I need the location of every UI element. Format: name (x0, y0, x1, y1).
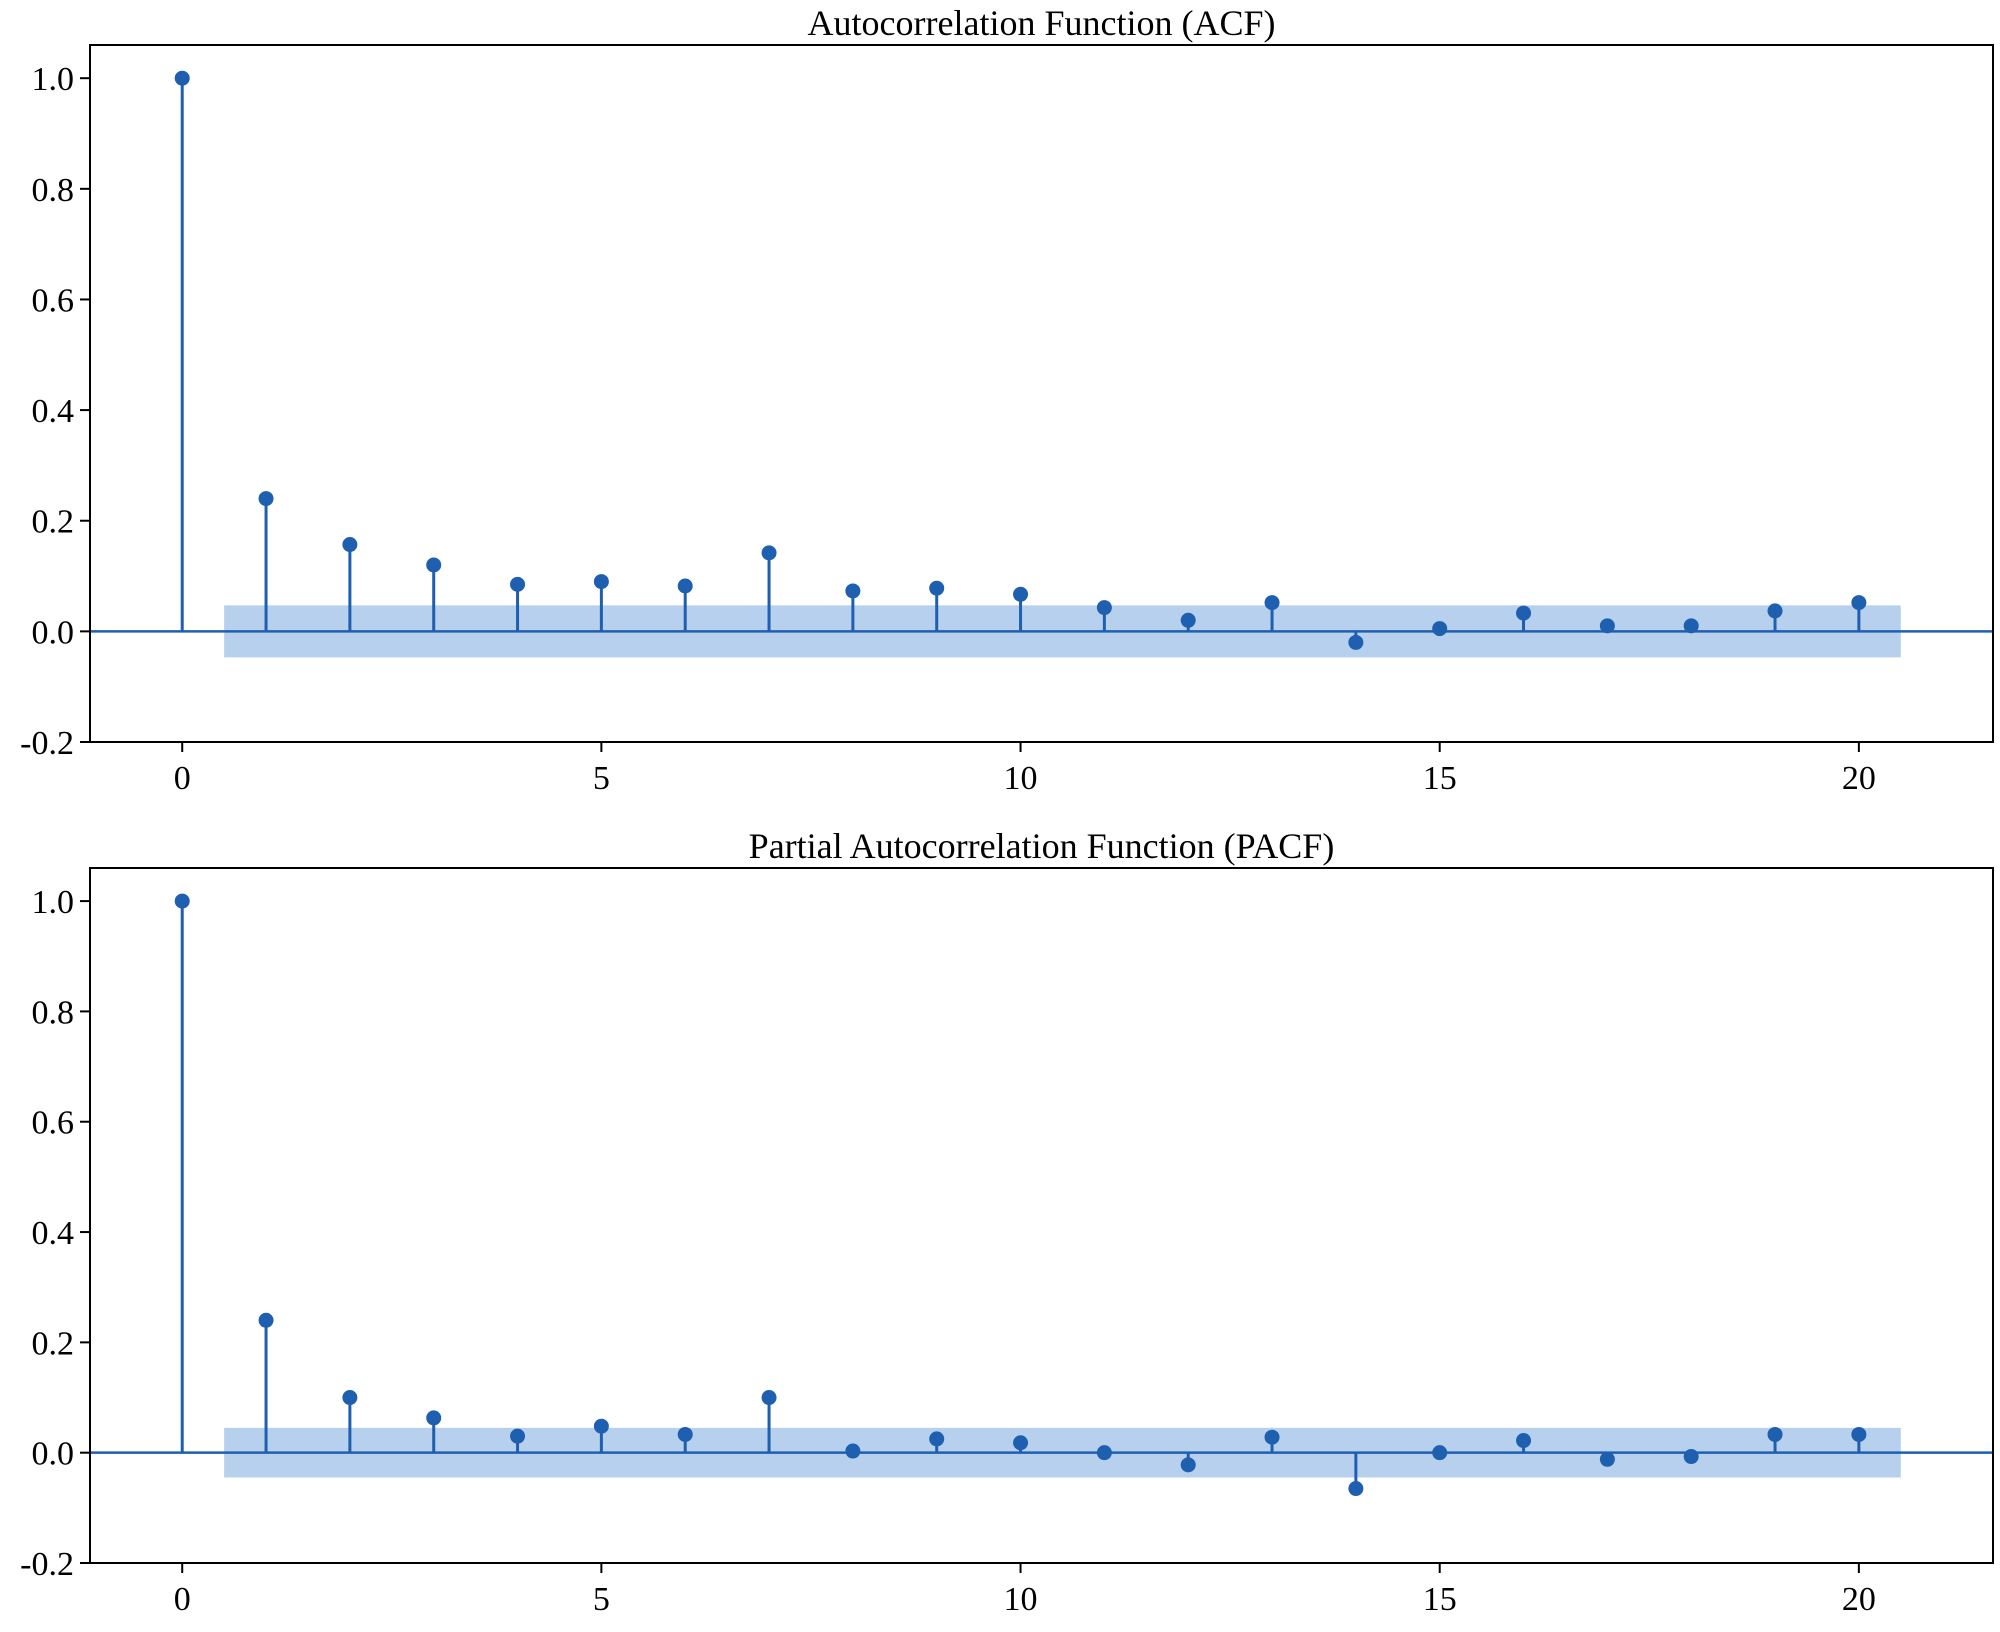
pacf-marker-lag-15 (1432, 1445, 1448, 1461)
acf-xtick-label: 5 (593, 760, 610, 797)
acf-marker-lag-11 (1096, 600, 1112, 616)
pacf-xtick-label: 20 (1842, 1581, 1876, 1618)
pacf-marker-lag-18 (1683, 1449, 1699, 1465)
pacf-marker-lag-6 (677, 1426, 693, 1442)
acf-marker-lag-20 (1851, 595, 1867, 611)
pacf-marker-lag-3 (426, 1410, 442, 1426)
acf-marker-lag-8 (845, 583, 861, 599)
acf-ytick-label: 0.0 (32, 614, 75, 651)
acf-xtick-label: 10 (1004, 760, 1038, 797)
pacf-ytick-label: -0.2 (20, 1546, 74, 1583)
pacf-marker-lag-17 (1599, 1451, 1615, 1467)
pacf-marker-lag-11 (1096, 1445, 1112, 1461)
acf-marker-lag-12 (1180, 612, 1196, 628)
acf-marker-lag-19 (1767, 603, 1783, 619)
acf-ytick-label: -0.2 (20, 725, 74, 762)
pacf-marker-lag-4 (510, 1428, 526, 1444)
pacf-marker-lag-16 (1516, 1433, 1532, 1449)
acf-marker-lag-13 (1264, 595, 1280, 611)
acf-ytick-label: 0.4 (32, 393, 75, 430)
acf-ytick-label: 0.2 (32, 504, 75, 541)
acf-marker-lag-4 (510, 576, 526, 592)
acf-marker-lag-10 (1013, 586, 1029, 602)
pacf-ytick-label: 0.8 (32, 994, 75, 1031)
acf-marker-lag-9 (929, 580, 945, 596)
acf-ytick-label: 1.0 (32, 61, 75, 98)
acf-xtick-label: 15 (1423, 760, 1457, 797)
acf-marker-lag-6 (677, 578, 693, 594)
pacf-marker-lag-19 (1767, 1426, 1783, 1442)
acf-marker-lag-3 (426, 557, 442, 573)
acf-marker-lag-18 (1683, 618, 1699, 634)
pacf-marker-lag-12 (1180, 1457, 1196, 1473)
acf-marker-lag-1 (258, 491, 274, 507)
pacf-axes-frame (89, 867, 1994, 1564)
pacf-marker-lag-2 (342, 1390, 358, 1406)
acf-axes-frame (89, 44, 1994, 743)
pacf-marker-lag-5 (593, 1418, 609, 1434)
acf-marker-lag-15 (1432, 621, 1448, 637)
pacf-marker-lag-8 (845, 1443, 861, 1459)
pacf-marker-lag-13 (1264, 1429, 1280, 1445)
pacf-marker-lag-0 (174, 893, 190, 909)
acf-panel: Autocorrelation Function (ACF) -0.2 0.0 0.… (20, 3, 1994, 797)
pacf-panel: Partial Autocorrelation Function (PACF) … (20, 826, 1994, 1618)
pacf-marker-lag-1 (258, 1312, 274, 1328)
pacf-ytick-label: 0.4 (32, 1215, 75, 1252)
acf-marker-lag-16 (1516, 605, 1532, 621)
pacf-ytick-label: 0.6 (32, 1105, 75, 1142)
pacf-xtick-label: 5 (593, 1581, 610, 1618)
pacf-marker-lag-10 (1013, 1435, 1029, 1451)
pacf-title: Partial Autocorrelation Function (PACF) (749, 826, 1335, 866)
pacf-marker-lag-7 (761, 1390, 777, 1406)
acf-marker-lag-7 (761, 545, 777, 561)
pacf-xtick-label: 10 (1004, 1581, 1038, 1618)
acf-ytick-label: 0.8 (32, 172, 75, 209)
acf-title: Autocorrelation Function (ACF) (808, 3, 1276, 43)
pacf-ytick-label: 1.0 (32, 884, 75, 921)
acf-marker-lag-0 (174, 70, 190, 86)
acf-marker-lag-14 (1348, 634, 1364, 650)
pacf-ytick-label: 0.0 (32, 1436, 75, 1473)
acf-ytick-label: 0.6 (32, 282, 75, 319)
acf-xtick-label: 0 (174, 760, 191, 797)
acf-marker-lag-17 (1599, 618, 1615, 634)
pacf-marker-lag-9 (929, 1431, 945, 1447)
pacf-ytick-label: 0.2 (32, 1325, 75, 1362)
pacf-marker-lag-14 (1348, 1481, 1364, 1497)
acf-marker-lag-5 (593, 574, 609, 590)
pacf-xtick-label: 0 (174, 1581, 191, 1618)
acf-xtick-label: 20 (1842, 760, 1876, 797)
pacf-marker-lag-20 (1851, 1426, 1867, 1442)
pacf-xtick-label: 15 (1423, 1581, 1457, 1618)
acf-marker-lag-2 (342, 537, 358, 553)
